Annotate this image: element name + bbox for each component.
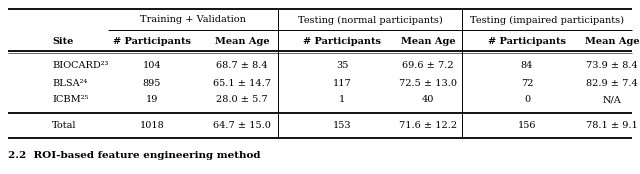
Text: 117: 117 <box>333 78 351 88</box>
Text: 1: 1 <box>339 96 345 105</box>
Text: 2.2  ROI-based feature engineering method: 2.2 ROI-based feature engineering method <box>8 151 260 160</box>
Text: 73.9 ± 8.4: 73.9 ± 8.4 <box>586 61 638 70</box>
Text: 71.6 ± 12.2: 71.6 ± 12.2 <box>399 121 457 130</box>
Text: 82.9 ± 7.4: 82.9 ± 7.4 <box>586 78 638 88</box>
Text: Mean Age: Mean Age <box>214 37 269 45</box>
Text: 0: 0 <box>524 96 530 105</box>
Text: 895: 895 <box>143 78 161 88</box>
Text: Testing (normal participants): Testing (normal participants) <box>298 15 442 25</box>
Text: 84: 84 <box>521 61 533 70</box>
Text: # Participants: # Participants <box>303 37 381 45</box>
Text: Testing (impaired participants): Testing (impaired participants) <box>470 15 624 25</box>
Text: 78.1 ± 9.1: 78.1 ± 9.1 <box>586 121 638 130</box>
Text: 19: 19 <box>146 96 158 105</box>
Text: BLSA²⁴: BLSA²⁴ <box>52 78 87 88</box>
Text: Site: Site <box>52 37 74 45</box>
Text: 153: 153 <box>333 121 351 130</box>
Text: 65.1 ± 14.7: 65.1 ± 14.7 <box>213 78 271 88</box>
Text: 40: 40 <box>422 96 434 105</box>
Text: 35: 35 <box>336 61 348 70</box>
Text: ICBM²⁵: ICBM²⁵ <box>52 96 88 105</box>
Text: 156: 156 <box>518 121 536 130</box>
Text: Total: Total <box>52 121 77 130</box>
Text: 72.5 ± 13.0: 72.5 ± 13.0 <box>399 78 457 88</box>
Text: 28.0 ± 5.7: 28.0 ± 5.7 <box>216 96 268 105</box>
Text: 69.6 ± 7.2: 69.6 ± 7.2 <box>402 61 454 70</box>
Text: # Participants: # Participants <box>113 37 191 45</box>
Text: 72: 72 <box>521 78 533 88</box>
Text: N/A: N/A <box>603 96 621 105</box>
Text: 64.7 ± 15.0: 64.7 ± 15.0 <box>213 121 271 130</box>
Text: Mean Age: Mean Age <box>401 37 455 45</box>
Text: 104: 104 <box>143 61 161 70</box>
Text: 68.7 ± 8.4: 68.7 ± 8.4 <box>216 61 268 70</box>
Text: Training + Validation: Training + Validation <box>140 15 246 25</box>
Text: Mean Age: Mean Age <box>585 37 639 45</box>
Text: BIOCARD²³: BIOCARD²³ <box>52 61 108 70</box>
Text: # Participants: # Participants <box>488 37 566 45</box>
Text: 1018: 1018 <box>140 121 164 130</box>
